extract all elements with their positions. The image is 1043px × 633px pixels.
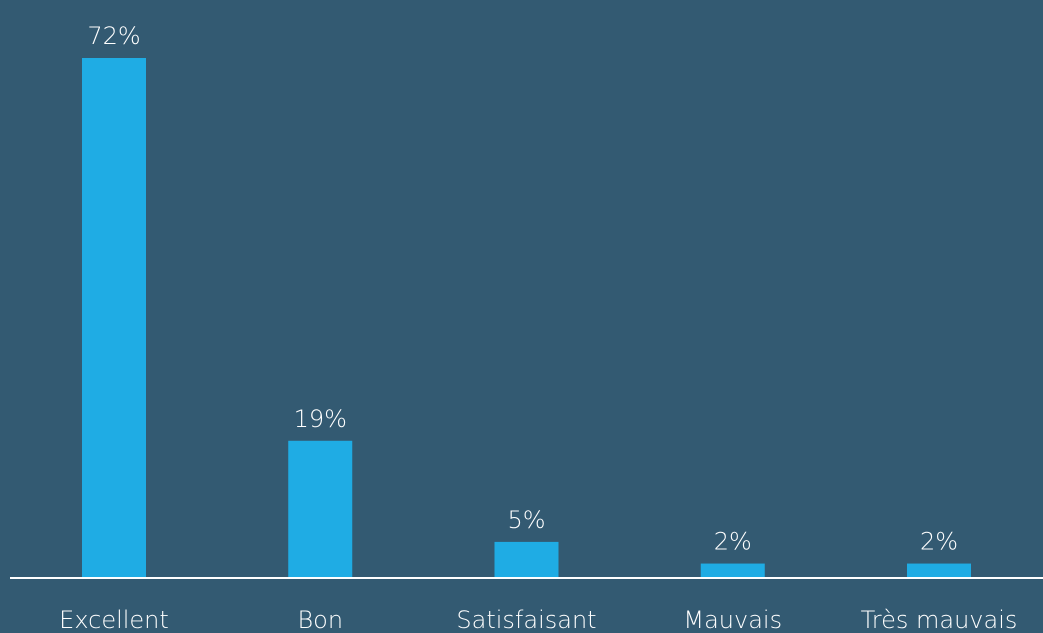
value-label: 2%	[920, 528, 958, 556]
x-tick-label: Très mauvais	[861, 606, 1018, 633]
bar	[494, 541, 559, 578]
value-label: 5%	[507, 506, 545, 534]
x-tick-label: Satisfaisant	[456, 606, 596, 633]
x-tick-label: Mauvais	[683, 606, 782, 633]
value-label: 19%	[294, 405, 347, 433]
bar	[907, 563, 971, 578]
value-label: 72%	[87, 22, 140, 50]
bar	[288, 440, 353, 578]
bar	[700, 563, 765, 578]
x-tick-label: Excellent	[59, 606, 169, 633]
value-label: 2%	[714, 528, 752, 556]
bar	[82, 58, 146, 578]
x-tick-label: Bon	[297, 606, 343, 633]
